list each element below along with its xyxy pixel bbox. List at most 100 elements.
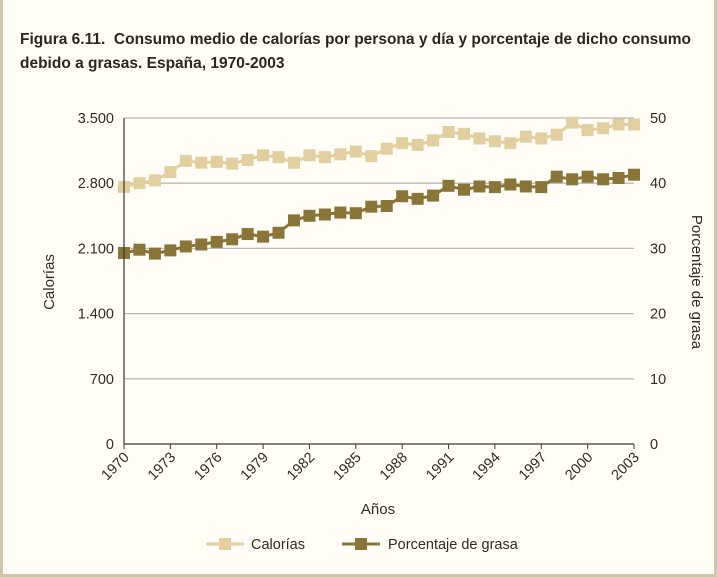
data-point-grasa [241,228,254,241]
data-point-grasa [396,190,409,203]
data-point-grasa [519,180,532,193]
data-point-calorias [303,149,316,162]
data-point-calorias [473,132,486,145]
x-tick-label: 1973 [145,450,179,484]
data-point-calorias [442,125,455,138]
data-point-calorias [179,154,192,167]
data-point-grasa [303,209,316,222]
x-tick-label: 2000 [562,450,596,484]
data-point-grasa [318,208,331,221]
y-right-tick-label: 20 [650,307,666,323]
data-point-grasa [442,179,455,192]
x-tick-label: 1988 [377,450,411,484]
data-point-calorias [597,122,610,135]
data-point-calorias [411,139,424,152]
data-point-grasa [612,171,625,184]
data-point-calorias [380,142,393,155]
legend-label-grasa: Porcentaje de grasa [388,537,519,553]
legend-item-grasa: Porcentaje de grasa [342,537,519,553]
y-right-tick-label: 50 [650,111,666,127]
x-tick-label: 1985 [331,450,365,484]
y-right-tick-label: 0 [650,437,658,453]
y-right-tick-label: 40 [650,176,666,192]
data-point-calorias [210,155,223,168]
series-line-calorias [123,121,634,189]
data-point-grasa [550,170,563,183]
y-left-tick-label: 2.100 [78,241,114,257]
legend-item-calorias: Calorías [206,537,305,553]
y-left-tick-label: 3.500 [78,111,114,127]
y-axis-label-left: Calorías [41,254,58,310]
data-point-grasa [133,243,146,256]
y-right-tick-label: 30 [650,241,666,257]
legend-swatch-marker-calorias [219,538,231,550]
figure-title: Figura 6.11. Consumo medio de calorías p… [20,28,710,76]
y-left-tick-label: 1.400 [78,307,114,323]
x-axis-ticks: 1970 1973 1976 1979 1982 1985 1988 1991 1994 1997… [99,444,643,484]
left-axis-ticks: 0 700 1.400 2.100 2.800 3.500 [78,111,114,453]
right-axis-ticks: 0 10 20 30 40 50 [650,111,666,453]
data-point-grasa [504,178,517,191]
y-left-tick-label: 0 [106,437,114,453]
data-point-calorias [318,151,331,164]
data-point-calorias [550,128,563,141]
data-point-calorias [334,148,347,161]
data-point-calorias [288,156,300,169]
data-point-grasa [473,180,486,193]
legend-swatch-marker-grasa [355,538,367,550]
x-tick-label: 1982 [284,450,318,484]
data-point-grasa [427,189,440,202]
data-point-grasa [257,230,270,243]
series-grasa [118,168,640,260]
series-calorias [118,116,640,193]
data-point-calorias [257,149,270,162]
figure-label: Figura 6.11. [20,31,106,48]
data-point-calorias [148,174,161,187]
data-point-calorias [427,134,440,147]
data-point-calorias [396,137,409,150]
data-point-grasa [164,244,177,257]
legend: Calorías Porcentaje de grasa [206,537,519,553]
x-axis-label: Años [361,501,395,518]
data-point-grasa [210,235,223,248]
x-tick-label: 1994 [470,450,504,484]
data-point-grasa [334,206,347,219]
data-point-calorias [612,118,625,131]
data-point-calorias [164,166,177,179]
data-point-grasa [566,173,579,186]
data-point-calorias [272,151,285,164]
x-tick-label: 2003 [609,450,643,484]
data-point-calorias [519,130,532,143]
data-point-grasa [148,247,161,260]
x-tick-label: 1976 [191,450,225,484]
data-point-calorias [458,127,470,140]
data-point-grasa [349,207,362,220]
data-point-grasa [380,200,393,213]
series-line-grasa [123,173,635,256]
x-tick-label: 1997 [516,450,550,484]
data-point-grasa [288,214,300,227]
x-tick-label: 1970 [99,450,133,484]
legend-label-calorias: Calorías [251,537,305,553]
x-tick-label: 1991 [423,450,457,484]
y-left-tick-label: 2.800 [78,176,114,192]
data-point-calorias [133,177,146,190]
data-point-calorias [241,153,254,166]
y-left-tick-label: 700 [90,372,114,388]
y-right-tick-label: 10 [650,372,666,388]
data-point-grasa [411,192,424,205]
data-point-calorias [504,137,517,150]
data-point-calorias [195,156,208,169]
data-point-grasa [581,170,594,183]
data-point-calorias [488,135,501,148]
data-point-grasa [597,173,610,186]
data-point-calorias [535,132,548,145]
data-point-calorias [226,157,239,170]
data-point-grasa [365,200,378,213]
x-tick-label: 1979 [238,450,272,484]
figure-title-text: Consumo medio de calorías por persona y … [20,31,691,72]
data-point-calorias [566,116,579,129]
data-point-grasa [535,181,548,194]
